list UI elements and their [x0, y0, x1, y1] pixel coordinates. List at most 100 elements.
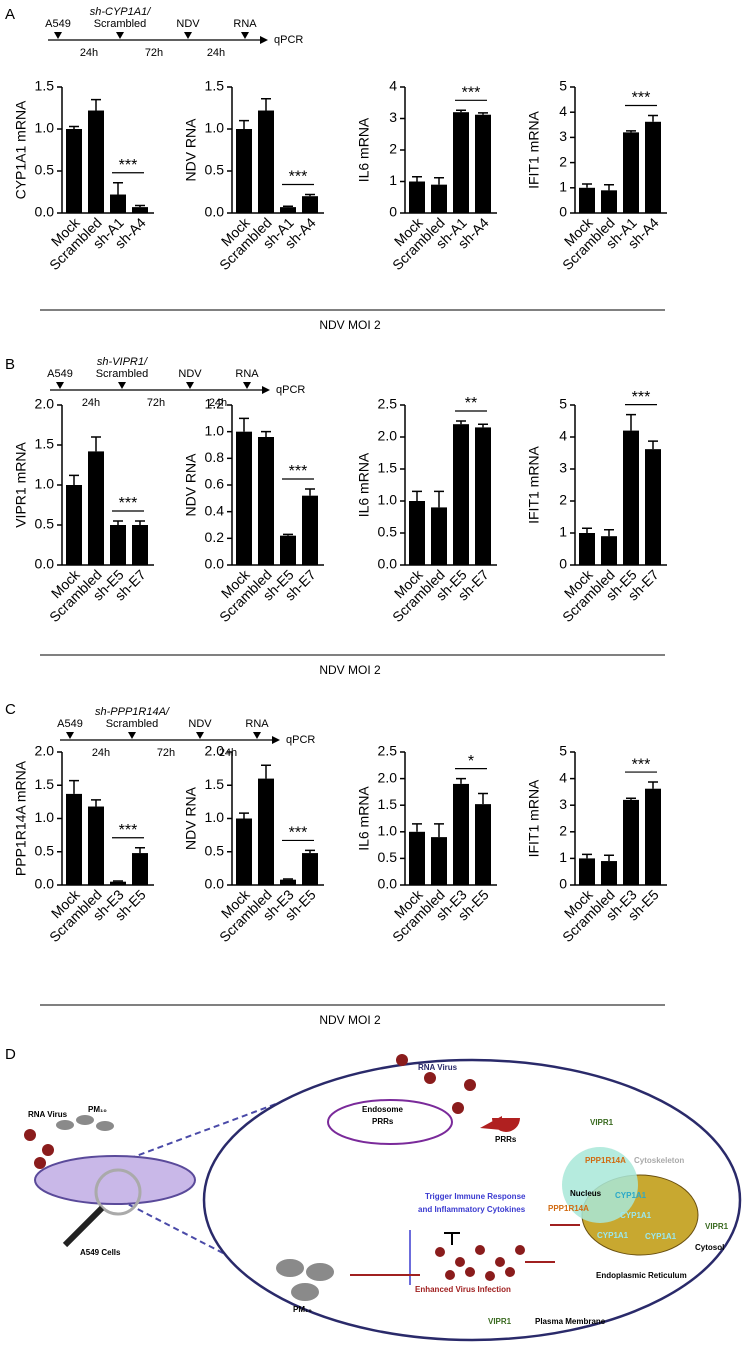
label: RNA Virus: [28, 1110, 68, 1119]
panel-footer: NDV MOI 2: [319, 1013, 381, 1027]
y-tick-label: 3: [559, 796, 567, 812]
y-tick-label: 0.8: [205, 449, 225, 465]
timeline-interval: 24h: [82, 397, 100, 409]
error-bar: [456, 777, 466, 784]
error-bar: [456, 109, 466, 113]
error-bar: [648, 440, 658, 450]
y-tick-label: 0.4: [205, 502, 225, 518]
y-tick-label: 0.0: [378, 556, 398, 572]
bar: [579, 858, 595, 885]
bar: [453, 112, 469, 213]
label: RNA Virus: [418, 1063, 458, 1072]
bar: [623, 430, 639, 565]
bar: [601, 536, 617, 565]
error-bar: [604, 184, 614, 191]
timeline-label: NDV: [188, 718, 212, 730]
y-tick-label: 0.5: [205, 162, 225, 178]
bar: [623, 132, 639, 213]
error-bar: [113, 520, 123, 525]
label: CYP1A1: [615, 1191, 647, 1200]
y-tick-label: 1.0: [35, 120, 55, 136]
y-tick-label: 1.5: [205, 78, 225, 94]
label: CYP1A1: [620, 1211, 652, 1220]
bar: [280, 535, 296, 565]
y-tick-label: 1: [559, 524, 567, 540]
bar: [579, 533, 595, 565]
y-tick-label: 0.0: [205, 204, 225, 220]
y-axis-title: IFIT1 mRNA: [526, 445, 542, 523]
cell: [202, 1058, 742, 1342]
magnifier: [94, 1168, 142, 1216]
bar: [453, 424, 469, 565]
y-tick-label: 0.6: [205, 476, 225, 492]
label: Endoplasmic Reticulum: [596, 1271, 687, 1280]
y-axis-title: VIPR1 mRNA: [13, 442, 29, 528]
error-bar: [478, 792, 488, 805]
y-axis-title: IL6 mRNA: [356, 117, 372, 182]
significance-label: ***: [289, 825, 308, 842]
y-tick-label: 2.0: [378, 769, 398, 785]
magnifier-handle: [62, 1205, 105, 1248]
label: Plasma Membrane: [535, 1317, 606, 1326]
y-tick-label: 0.0: [35, 556, 55, 572]
timeline-interval: 72h: [145, 47, 163, 59]
y-tick-label: 0.5: [205, 842, 225, 858]
bar: [302, 853, 318, 885]
error-bar: [626, 797, 636, 800]
timeline-interval: 72h: [157, 747, 175, 759]
timeline-marker: [54, 32, 62, 39]
label: VIPR1: [705, 1222, 729, 1231]
bar: [601, 861, 617, 885]
bar: [475, 427, 491, 565]
error-bar: [582, 853, 592, 859]
prr-receptor: [480, 1116, 520, 1132]
error-bar: [135, 204, 145, 208]
bar: [66, 793, 82, 885]
significance-label: ***: [632, 756, 651, 773]
y-tick-label: 1.5: [35, 776, 55, 792]
timeline-arrow: [262, 386, 270, 394]
label: CYP1A1: [645, 1232, 677, 1241]
error-bar: [305, 849, 315, 854]
pm-particles: [56, 1115, 334, 1301]
y-tick-label: 0: [389, 204, 397, 220]
timeline-label: sh-CYP1A1/: [90, 6, 151, 18]
timeline-interval: 24h: [80, 47, 98, 59]
y-tick-label: 0.0: [205, 556, 225, 572]
timeline-marker: [241, 32, 249, 39]
error-bar: [69, 779, 79, 794]
label: PPP1R14A: [548, 1204, 589, 1213]
y-tick-label: 1.0: [205, 422, 225, 438]
error-bar: [626, 413, 636, 431]
label: Nucleus: [570, 1189, 602, 1198]
bar: [258, 778, 274, 885]
error-bar: [434, 823, 444, 838]
bar: [236, 431, 252, 565]
bar: [236, 818, 252, 885]
label: PRRs: [372, 1117, 394, 1126]
y-tick-label: 1: [559, 179, 567, 195]
label: Enhanced Virus Infection: [415, 1285, 511, 1294]
bar: [280, 207, 296, 213]
timeline-label: sh-PPP1R14A/: [95, 706, 170, 718]
nucleus: [562, 1147, 638, 1223]
y-axis-title: IL6 mRNA: [356, 786, 372, 851]
y-tick-label: 2.5: [378, 396, 398, 412]
timeline-label: NDV: [176, 18, 200, 30]
timeline-marker: [128, 732, 136, 739]
y-tick-label: 3: [559, 128, 567, 144]
significance-label: ***: [119, 157, 138, 174]
timeline-interval: 24h: [207, 47, 225, 59]
inhibit-symbol: [444, 1232, 460, 1245]
y-tick-label: 5: [559, 78, 567, 94]
error-bar: [261, 430, 271, 437]
error-bar: [582, 183, 592, 188]
bar: [475, 114, 491, 213]
label: Endosome: [362, 1105, 403, 1114]
error-bar: [239, 812, 249, 819]
error-bar: [91, 799, 101, 807]
bar: [579, 187, 595, 213]
timeline-interval: 72h: [147, 397, 165, 409]
panel-label: B: [5, 356, 15, 373]
timeline-label: Scrambled: [96, 368, 149, 380]
